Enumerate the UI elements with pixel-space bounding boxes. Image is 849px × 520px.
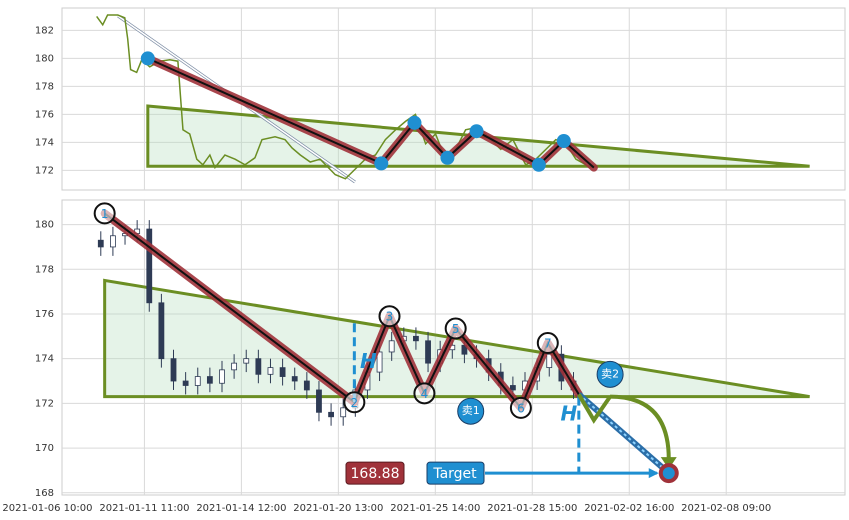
x-tick-label: 2021-01-11 11:00 xyxy=(99,503,189,514)
pivot-label: 4 xyxy=(421,387,429,401)
y-tick-label: 180 xyxy=(35,220,54,231)
sell-marker xyxy=(596,360,624,388)
candle-body xyxy=(231,362,238,371)
candle-body xyxy=(279,367,286,377)
pivot-point xyxy=(140,51,155,66)
candle-body xyxy=(328,411,334,418)
x-tick-label: 2021-01-14 12:00 xyxy=(196,503,286,514)
y-tick-label: 178 xyxy=(35,81,54,92)
projection-curve xyxy=(610,394,671,460)
target-pointer-head xyxy=(648,468,659,479)
pivot-ring xyxy=(413,382,436,405)
y-tick-label: 172 xyxy=(35,398,54,409)
target-marker xyxy=(658,463,679,484)
pivot-point xyxy=(469,124,484,139)
y-tick-label: 174 xyxy=(35,137,54,148)
pivot-ring xyxy=(444,317,467,340)
price-label: 168.88 xyxy=(351,466,400,482)
candle-body xyxy=(243,358,250,364)
x-tick-label: 2021-02-02 16:00 xyxy=(584,503,674,514)
pivot-ring xyxy=(343,391,366,414)
candle-body xyxy=(219,369,225,384)
pivot-label: 3 xyxy=(386,310,394,324)
y-tick-label: 180 xyxy=(35,53,54,64)
projection-arrow-inner xyxy=(578,393,670,474)
pivot-label: 5 xyxy=(452,322,460,336)
pivot-point xyxy=(531,157,546,172)
y-tick-label: 174 xyxy=(35,354,54,365)
candle-body xyxy=(316,389,322,413)
candle-body xyxy=(340,407,347,418)
y-tick-label: 170 xyxy=(35,443,54,454)
candle-body xyxy=(194,376,201,386)
y-tick-label: 178 xyxy=(35,264,54,275)
x-tick-label: 2021-01-25 14:00 xyxy=(390,503,480,514)
candle-body xyxy=(110,235,116,248)
candle-body xyxy=(267,367,274,375)
pivot-ring xyxy=(93,202,116,225)
height-label: H xyxy=(360,349,377,373)
price-box xyxy=(345,461,405,485)
candle-body xyxy=(546,353,553,369)
candle-body xyxy=(182,380,189,386)
target-label: Target xyxy=(432,466,477,482)
x-tick-label: 2021-01-28 15:00 xyxy=(487,503,577,514)
candle-body xyxy=(97,239,104,248)
candle-body xyxy=(255,358,262,375)
candle-body xyxy=(170,358,177,382)
candle-body xyxy=(509,385,516,391)
sell-label: 卖2 xyxy=(601,367,619,380)
x-tick-label: 2021-01-20 13:00 xyxy=(293,503,383,514)
pivot-label: 2 xyxy=(351,396,359,410)
candle-body xyxy=(425,340,431,364)
pivot-ring xyxy=(509,396,532,419)
projection-path xyxy=(577,393,612,424)
candle-body xyxy=(291,376,298,382)
pivot-ring xyxy=(536,332,559,355)
y-tick-label: 182 xyxy=(35,25,54,36)
y-tick-label: 168 xyxy=(35,488,54,499)
x-tick-label: 2021-01-06 10:00 xyxy=(2,503,92,514)
y-tick-label: 176 xyxy=(35,109,54,120)
target-box xyxy=(426,461,485,485)
pivot-point xyxy=(374,156,389,171)
pivot-point xyxy=(407,115,422,130)
candle-body xyxy=(206,376,213,384)
pivot-ring xyxy=(378,305,401,328)
height-label: H xyxy=(560,401,577,425)
y-tick-label: 176 xyxy=(35,309,54,320)
sell-label: 卖1 xyxy=(462,404,480,417)
candle-body xyxy=(158,302,165,360)
pivot-label: 7 xyxy=(544,337,552,351)
candle-body xyxy=(413,335,419,342)
sell-marker xyxy=(457,397,485,425)
y-tick-label: 172 xyxy=(35,165,54,176)
candle-body xyxy=(376,351,383,373)
pivot-label: 1 xyxy=(101,207,109,221)
candle-body xyxy=(146,228,153,304)
candle-body xyxy=(388,340,395,353)
x-tick-label: 2021-02-08 09:00 xyxy=(681,503,771,514)
candle-body xyxy=(303,380,310,391)
pivot-label: 6 xyxy=(517,401,525,415)
zigzag-core xyxy=(104,212,580,410)
pivot-point xyxy=(556,134,571,148)
pivot-point xyxy=(440,150,455,165)
